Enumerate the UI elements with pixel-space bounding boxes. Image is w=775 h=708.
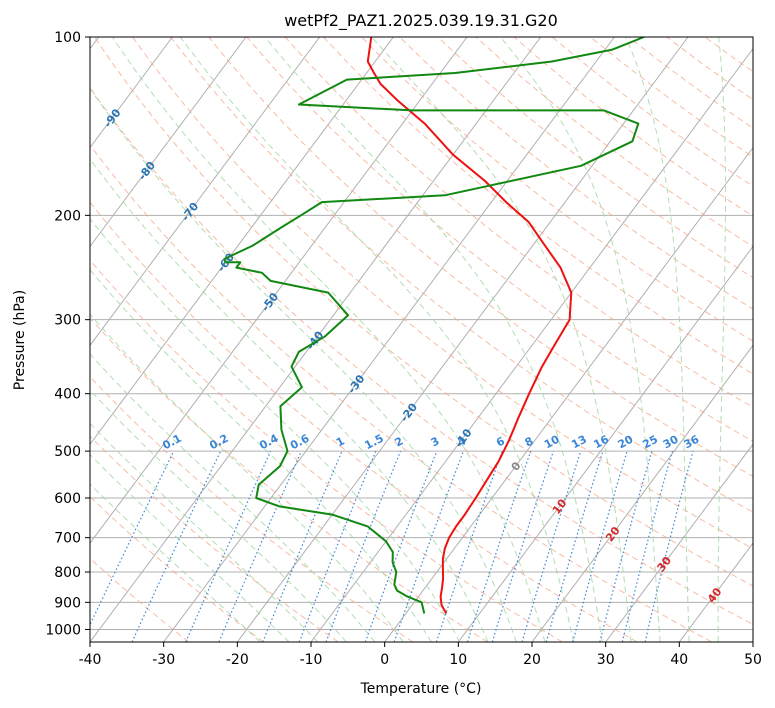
x-tick-label: 30 xyxy=(597,652,615,668)
dry-adiabat-line xyxy=(399,37,753,310)
mixing-ratio-line xyxy=(435,450,503,642)
moist-adiabat-line xyxy=(717,37,726,642)
x-tick-label: -20 xyxy=(226,652,249,668)
y-tick-label: 100 xyxy=(54,30,81,46)
moist-adiabat-line xyxy=(90,313,404,642)
dry-adiabat-line xyxy=(90,259,563,642)
y-tick-label: 600 xyxy=(54,491,81,507)
x-tick-label: 50 xyxy=(744,652,762,668)
dry-adiabat-line xyxy=(361,37,753,342)
mixing-ratio-line xyxy=(545,450,604,642)
axes: -40 -30 -20 -10 0 10 20 30 40 50 100 200 300 400 500 60… xyxy=(45,30,762,668)
y-axis-title: Pressure (hPa) xyxy=(12,290,28,390)
y-tick-label: 500 xyxy=(54,444,81,460)
dry-adiabat-line xyxy=(208,37,753,477)
moist-adiabat-line xyxy=(625,37,690,642)
isotherm-grid-line xyxy=(90,37,321,347)
isotherm-grid-line xyxy=(163,37,615,642)
moist-adiabat-line xyxy=(371,37,632,642)
x-tick-label: -30 xyxy=(152,652,175,668)
moist-adiabat-line xyxy=(90,268,432,642)
mixing-ratio-line xyxy=(466,450,532,642)
mixing-ratio-line xyxy=(364,450,438,642)
mixing-ratio-label: 25 xyxy=(640,433,660,452)
dewpoint-profile-line xyxy=(223,37,645,614)
mixing-ratio-line xyxy=(599,450,653,642)
dry-adiabat-line xyxy=(90,86,753,626)
mixing-ratio-label: 36 xyxy=(682,433,702,452)
isotherm-grid-line xyxy=(90,37,542,642)
isotherm-grid-line xyxy=(605,443,753,642)
isotherm-grid-line xyxy=(531,344,753,642)
moist-adiabat-line xyxy=(90,87,517,642)
mixing-ratio-label: 16 xyxy=(591,433,611,452)
isotherm-grid-line xyxy=(90,37,173,149)
moist-adiabat-line xyxy=(90,353,376,642)
mixing-ratio-line xyxy=(621,450,673,642)
grid-lines xyxy=(90,37,753,642)
isotherm-grid-line xyxy=(236,37,689,642)
moist-adiabat-line xyxy=(90,158,489,642)
moist-adiabat-line xyxy=(90,217,461,642)
isotherm-grid-line xyxy=(384,146,753,642)
y-tick-label: 1000 xyxy=(45,622,81,638)
dry-adiabat-line xyxy=(90,144,712,642)
x-tick-label: 40 xyxy=(670,652,688,668)
mixing-ratio-line xyxy=(218,450,302,642)
dry-adiabat-line xyxy=(93,37,753,587)
y-tick-label: 900 xyxy=(54,595,81,611)
dry-adiabat-line xyxy=(90,201,638,642)
moist-adiabat-line xyxy=(90,422,319,642)
sounding-profiles xyxy=(223,37,645,615)
mixing-ratio-label: 20 xyxy=(616,433,636,452)
mixing-ratio-line xyxy=(325,450,402,642)
mixing-ratio-line xyxy=(572,450,628,642)
mixing-ratio-line xyxy=(521,450,582,642)
chart-title: wetPf2_PAZ1.2025.039.19.31.G20 xyxy=(284,11,558,31)
x-tick-label: -40 xyxy=(79,652,102,668)
mixing-ratio-line xyxy=(185,450,272,642)
mixing-ratio-label: 10 xyxy=(542,433,562,452)
moist-adiabat-line xyxy=(111,37,546,642)
y-tick-label: 200 xyxy=(54,208,81,224)
dry-adiabats xyxy=(90,37,753,642)
plot-frame xyxy=(89,36,754,643)
y-tick-label: 700 xyxy=(54,531,81,547)
dry-adiabat-line xyxy=(90,376,414,642)
mixing-ratio-label: 13 xyxy=(569,433,589,452)
y-tick-label: 300 xyxy=(54,313,81,329)
isotherm-grid-line xyxy=(90,37,468,544)
mixing-ratio-lines xyxy=(90,450,694,642)
mixing-ratio-label: 30 xyxy=(661,433,681,452)
y-tick-label: 400 xyxy=(54,387,81,403)
mixing-ratio-line xyxy=(393,450,464,642)
moist-adiabat-line xyxy=(500,37,661,642)
mixing-ratio-line xyxy=(491,450,555,642)
isotherm-grid-line xyxy=(752,641,753,642)
moist-adiabat-line xyxy=(90,389,347,642)
x-tick-label: 10 xyxy=(449,652,467,668)
moist-adiabat-line xyxy=(179,37,575,642)
mixing-ratio-line xyxy=(644,450,694,642)
mixing-ratio-line xyxy=(262,450,343,642)
x-tick-label: 0 xyxy=(380,652,389,668)
isotherm-grid-line xyxy=(457,245,753,642)
dry-adiabat-line xyxy=(170,37,753,513)
isotherm-grid-line xyxy=(90,37,394,446)
x-tick-label: 20 xyxy=(523,652,541,668)
x-axis-title: Temperature (°C) xyxy=(360,681,482,697)
moist-adiabats xyxy=(90,37,726,642)
temperature-profile-line xyxy=(366,37,573,615)
isotherm-grid-line xyxy=(90,37,247,248)
y-tick-label: 800 xyxy=(54,565,81,581)
mixing-ratio-line xyxy=(298,450,377,642)
dry-adiabat-line xyxy=(132,37,753,550)
moist-adiabat-line xyxy=(264,37,603,642)
x-tick-label: -10 xyxy=(300,652,323,668)
